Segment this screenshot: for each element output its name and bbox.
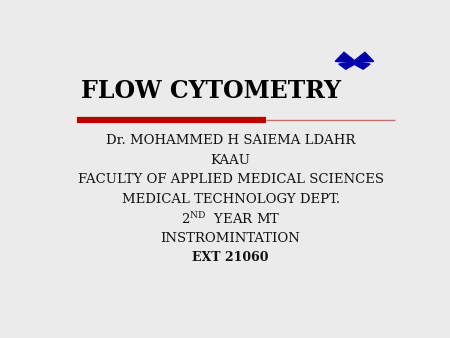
Polygon shape bbox=[335, 52, 355, 63]
Text: FACULTY OF APPLIED MEDICAL SCIENCES: FACULTY OF APPLIED MEDICAL SCIENCES bbox=[77, 173, 383, 186]
Text: FLOW CYTOMETRY: FLOW CYTOMETRY bbox=[81, 79, 341, 103]
Text: Dr. MOHAMMED H SAIEMA LDAHR: Dr. MOHAMMED H SAIEMA LDAHR bbox=[106, 134, 356, 147]
Polygon shape bbox=[355, 52, 374, 63]
Text: KAAU: KAAU bbox=[211, 154, 251, 167]
Text: $\mathdefault{2}^{\mathdefault{ND}}$  YEAR MT: $\mathdefault{2}^{\mathdefault{ND}}$ YEA… bbox=[181, 211, 280, 227]
Text: EXT 21060: EXT 21060 bbox=[193, 251, 269, 264]
Text: INSTROMINTATION: INSTROMINTATION bbox=[161, 232, 301, 245]
Text: MEDICAL TECHNOLOGY DEPT.: MEDICAL TECHNOLOGY DEPT. bbox=[122, 193, 340, 206]
Polygon shape bbox=[355, 63, 370, 69]
Polygon shape bbox=[339, 63, 355, 69]
